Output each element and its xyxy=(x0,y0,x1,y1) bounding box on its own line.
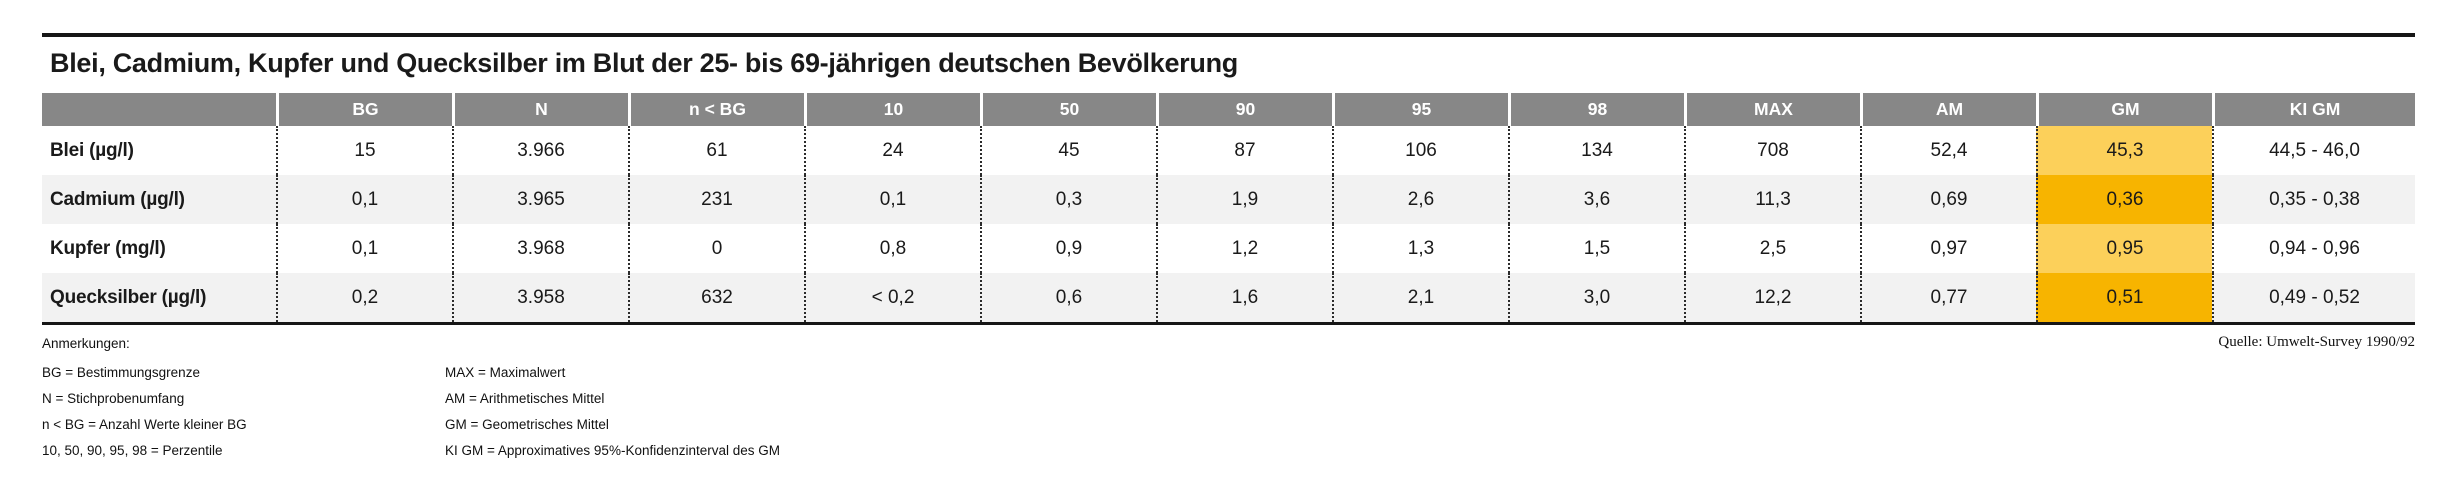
value-cell: 44,5 - 46,0 xyxy=(2212,126,2415,175)
value-cell: 11,3 xyxy=(1684,175,1860,224)
notes-left-column: BG = Bestimmungsgrenze N = Stichprobenumf… xyxy=(42,360,247,464)
value-cell: 0,77 xyxy=(1860,273,2036,322)
column-header: KI GM xyxy=(2212,93,2415,126)
column-header: 50 xyxy=(980,93,1156,126)
column-header: 10 xyxy=(804,93,980,126)
gm-value-cell: 0,95 xyxy=(2036,224,2212,273)
row-label: Cadmium (µg/l) xyxy=(42,175,276,224)
value-cell: 3.968 xyxy=(452,224,628,273)
table-row: Blei (µg/l) 15 3.966 61 24 45 87 106 134 708 52,4 4… xyxy=(42,126,2415,175)
value-cell: 15 xyxy=(276,126,452,175)
column-header: 95 xyxy=(1332,93,1508,126)
value-cell: 0,69 xyxy=(1860,175,2036,224)
value-cell: 61 xyxy=(628,126,804,175)
table-title: Blei, Cadmium, Kupfer und Quecksilber im… xyxy=(50,48,1238,78)
value-cell: 3,6 xyxy=(1508,175,1684,224)
value-cell: 0 xyxy=(628,224,804,273)
row-label: Quecksilber (µg/l) xyxy=(42,273,276,322)
footnote-item: GM = Geometrisches Mittel xyxy=(445,417,609,432)
footnote-item: MAX = Maximalwert xyxy=(445,365,566,380)
footnote-item: n < BG = Anzahl Werte kleiner BG xyxy=(42,417,247,432)
table-row: Quecksilber (µg/l) 0,2 3.958 632 < 0,2 0,6 1,6… xyxy=(42,273,2415,322)
column-header: 98 xyxy=(1508,93,1684,126)
column-header: BG xyxy=(276,93,452,126)
footnotes: Anmerkungen: BG = Bestimmungsgrenze N = S… xyxy=(42,334,2415,479)
gm-value-cell: 0,36 xyxy=(2036,175,2212,224)
column-header: N xyxy=(452,93,628,126)
value-cell: 12,2 xyxy=(1684,273,1860,322)
value-cell: 1,2 xyxy=(1156,224,1332,273)
footnote-item: 10, 50, 90, 95, 98 = Perzentile xyxy=(42,443,223,458)
value-cell: 0,1 xyxy=(276,224,452,273)
footnote-item: N = Stichprobenumfang xyxy=(42,391,185,406)
value-cell: < 0,2 xyxy=(804,273,980,322)
column-header: MAX xyxy=(1684,93,1860,126)
value-cell: 1,5 xyxy=(1508,224,1684,273)
value-cell: 0,8 xyxy=(804,224,980,273)
table-row: Kupfer (mg/l) 0,1 3.968 0 0,8 0,9 1,2 1,3 1,5 2,5… xyxy=(42,224,2415,273)
value-cell: 0,97 xyxy=(1860,224,2036,273)
value-cell: 632 xyxy=(628,273,804,322)
footnote-item: AM = Arithmetisches Mittel xyxy=(445,391,605,406)
row-label: Blei (µg/l) xyxy=(50,139,134,161)
source-note: Quelle: Umwelt-Survey 1990/92 xyxy=(2218,334,2415,350)
column-header: AM xyxy=(1860,93,2036,126)
table-row: Cadmium (µg/l) 0,1 3.965 231 0,1 0,3 1,9 2,6 3,6… xyxy=(42,175,2415,224)
value-cell: 2,5 xyxy=(1684,224,1860,273)
top-rule xyxy=(42,33,2415,37)
value-cell: 0,6 xyxy=(980,273,1156,322)
column-header-empty xyxy=(42,93,276,126)
value-cell: 0,3 xyxy=(980,175,1156,224)
value-cell: 1,6 xyxy=(1156,273,1332,322)
bottom-rule xyxy=(42,322,2415,325)
value-cell: 708 xyxy=(1684,126,1860,175)
value-cell: 3.965 xyxy=(452,175,628,224)
value-cell: 3.958 xyxy=(452,273,628,322)
value-cell: 3.966 xyxy=(452,126,628,175)
column-header: 90 xyxy=(1156,93,1332,126)
value-cell: 2,6 xyxy=(1332,175,1508,224)
value-cell: 24 xyxy=(804,126,980,175)
value-cell: 0,1 xyxy=(804,175,980,224)
column-header: n < BG xyxy=(628,93,804,126)
value-cell: 0,2 xyxy=(276,273,452,322)
value-cell: 3,0 xyxy=(1508,273,1684,322)
notes-right-column: MAX = Maximalwert AM = Arithmetisches Mit… xyxy=(445,360,780,464)
gm-value-cell: 0,51 xyxy=(2036,273,2212,322)
value-cell: 231 xyxy=(628,175,804,224)
value-cell: 45 xyxy=(980,126,1156,175)
footnote-item: KI GM = Approximatives 95%-Konfidenzinte… xyxy=(445,443,781,458)
value-cell: 52,4 xyxy=(1860,126,2036,175)
table-body: Blei (µg/l) 15 3.966 61 24 45 87 106 134 708 52,4 4… xyxy=(42,126,2415,322)
notes-title: Anmerkungen: xyxy=(42,336,130,351)
report-page: Blei, Cadmium, Kupfer und Quecksilber im… xyxy=(42,33,2415,479)
value-cell: 87 xyxy=(1156,126,1332,175)
value-cell: 106 xyxy=(1332,126,1508,175)
value-cell: 0,94 - 0,96 xyxy=(2212,224,2415,273)
value-cell: 0,1 xyxy=(276,175,452,224)
value-cell: 2,1 xyxy=(1332,273,1508,322)
footnote-item: BG = Bestimmungsgrenze xyxy=(42,365,200,380)
row-label: Kupfer (mg/l) xyxy=(50,237,166,259)
value-cell: 1,3 xyxy=(1332,224,1508,273)
value-cell: 0,35 - 0,38 xyxy=(2212,175,2415,224)
value-cell: 134 xyxy=(1508,126,1684,175)
column-header: GM xyxy=(2036,93,2212,126)
gm-value-cell: 45,3 xyxy=(2036,126,2212,175)
value-cell: 0,9 xyxy=(980,224,1156,273)
value-cell: 0,49 - 0,52 xyxy=(2212,273,2415,322)
value-cell: 1,9 xyxy=(1156,175,1332,224)
